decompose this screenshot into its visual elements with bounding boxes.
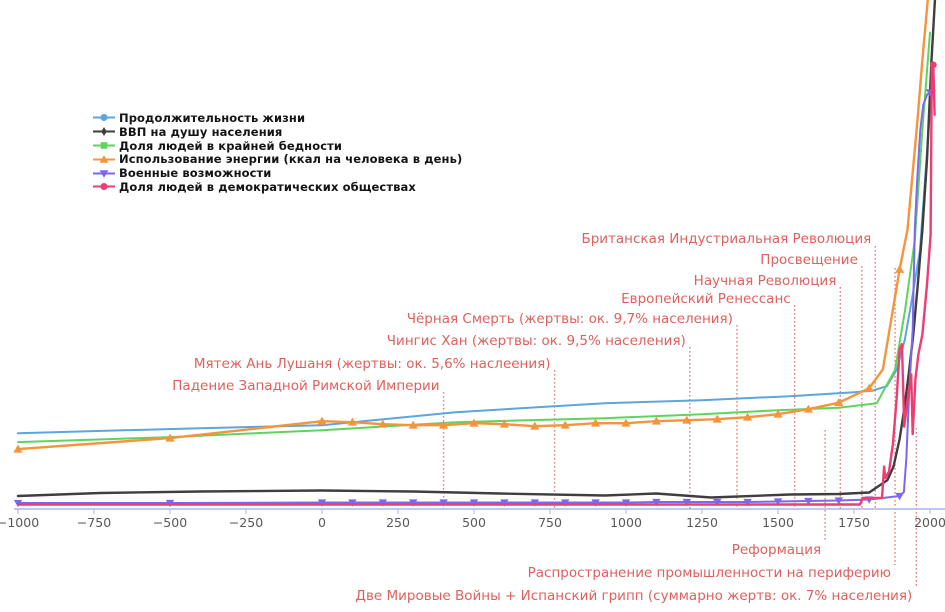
x-axis-tick-label: 500 [462,515,486,530]
legend-item-military-capacity: Военные возможности [93,166,462,180]
legend-item-label: Доля людей в демократических обществах [119,179,416,194]
series-line-energy-use [16,0,929,451]
event-label: Мятеж Ань Лушаня (жертвы: ок. 5,6% насле… [194,356,551,372]
military-capacity-marker [378,499,387,507]
energy-use-marker [439,420,449,429]
energy-use-marker [591,418,601,427]
legend-item-life-expectancy: Продолжительность жизни [93,111,462,125]
x-axis-tick-label: −250 [229,515,263,530]
x-axis-tick-label: 1250 [686,515,718,530]
energy-use-marker [469,418,479,427]
event-label: Британская Индустриальная Революция [581,231,871,247]
x-axis-tick-label: 1500 [762,515,794,530]
x-axis-tick-label: 1000 [610,515,642,530]
legend-item-democracy-share: Доля людей в демократических обществах [93,180,462,194]
legend-item-label: Доля людей в крайней бедности [119,138,343,153]
military-capacity-marker [469,499,479,507]
military-capacity-marker [895,492,904,501]
energy-use-marker [834,398,844,407]
x-axis-tick-label: 0 [318,515,326,530]
military-capacity-marker [500,499,509,507]
event-label: Чёрная Смерть (жертвы: ок. 9,7% населени… [407,311,733,327]
military-capacity-marker [530,499,539,507]
legend-item-gdp-per-capita: ВВП на душу населения [93,125,462,139]
life-expectancy-legend-marker-icon [93,114,115,122]
event-label: Просвещение [760,252,858,268]
energy-use-marker [378,419,388,428]
legend-item-label: Использование энергии (ккал на человека … [119,152,463,167]
military-capacity-marker [621,499,631,507]
democracy-share-marker [929,61,937,69]
democracy-share-legend-marker-icon [93,183,115,191]
military-capacity-marker [804,497,813,506]
event-label: Распространение промышленности на перифе… [528,565,891,581]
gdp-per-capita-legend-glyph [101,127,107,137]
legend-item-label: Продолжительность жизни [119,110,306,125]
energy-use-marker [13,444,23,453]
energy-use-marker [712,414,722,423]
energy-use-marker [499,419,509,428]
democracy-share-legend-glyph [100,183,108,191]
x-axis-tick-label: −750 [77,515,111,530]
military-capacity-marker [652,498,661,507]
military-capacity-marker [773,498,783,506]
military-capacity-legend-marker-icon [93,169,115,178]
military-capacity-marker [348,499,357,507]
series-line-gdp-per-capita [16,0,937,499]
legend-item-label: ВВП на душу населения [119,124,283,139]
energy-use-marker [317,416,327,425]
energy-use-legend-marker-icon [93,154,115,163]
x-axis-tick-label: −1000 [0,515,39,530]
energy-use-marker [864,383,874,392]
event-label: Научная Революция [694,273,837,289]
extreme-poverty-legend-marker-icon [93,142,115,149]
energy-use-marker [530,421,540,430]
military-capacity-marker [409,499,418,507]
energy-use-marker [560,420,570,429]
military-capacity-marker [591,499,600,507]
energy-use-marker [347,417,357,426]
legend: Продолжительность жизни ВВП на душу насел… [93,111,462,194]
energy-use-marker [408,420,418,429]
energy-use-marker [165,433,175,442]
gdp-per-capita-legend-marker-icon [93,127,115,137]
x-axis-tick-label: 2000 [914,515,945,530]
series-line-democracy-share [16,63,936,506]
legend-item-energy-use: Использование энергии (ккал на человека … [93,152,462,166]
military-capacity-marker [743,498,752,507]
x-axis-tick-label: 1750 [838,515,870,530]
energy-use-marker [773,409,783,418]
extreme-poverty-legend-glyph [100,142,108,149]
military-capacity-legend-glyph [99,169,109,178]
event-label: Две Мировые Войны + Испанский грипп (сум… [355,588,912,604]
event-label: Чингис Хан (жертвы: ок. 9,5% населения) [387,333,686,349]
x-axis-tick-label: 250 [386,515,410,530]
energy-use-marker [803,404,813,413]
military-capacity-marker [561,499,570,507]
military-capacity-marker [439,499,448,507]
energy-use-marker [895,264,905,273]
military-capacity-marker [317,499,327,507]
event-label: Реформация [732,542,821,558]
military-capacity-marker [834,497,843,505]
x-axis-tick-label: −500 [153,515,187,530]
legend-item-label: Военные возможности [119,166,272,181]
event-label: Европейский Ренессанс [621,291,791,307]
event-label: Падение Западной Римской Империи [172,378,439,394]
legend-item-extreme-poverty: Доля людей в крайней бедности [93,139,462,153]
energy-use-marker [651,416,661,425]
military-capacity-marker [713,498,722,507]
energy-use-legend-glyph [99,154,109,163]
energy-use-marker [621,418,631,427]
military-capacity-marker [682,498,691,507]
x-axis-tick-label: 750 [538,515,562,530]
energy-use-marker [682,415,692,424]
energy-use-marker [743,412,753,421]
life-expectancy-legend-glyph [100,114,108,122]
